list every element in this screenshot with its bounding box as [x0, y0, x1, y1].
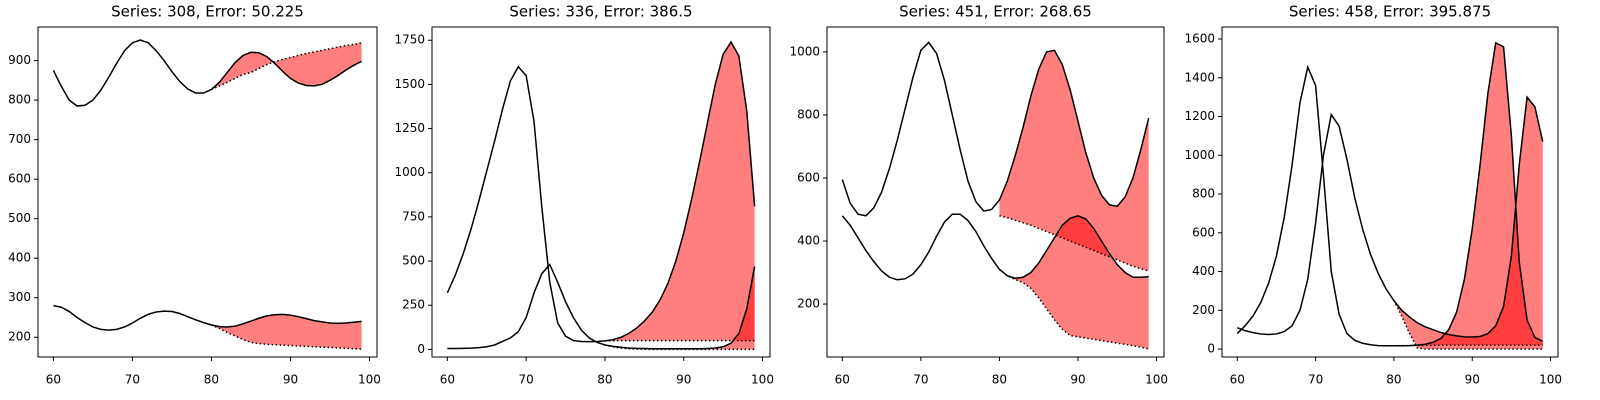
y-tick-label: 250	[402, 298, 425, 312]
y-tick-label: 1500	[394, 77, 425, 91]
subplot: Series: 336, Error: 386.560 70 80 90 1000250…	[394, 3, 774, 387]
subplot-title: Series: 451, Error: 268.65	[899, 3, 1092, 21]
forecast-line	[211, 42, 362, 91]
series-line	[1236, 41, 1544, 347]
y-tick-label: 700	[8, 132, 31, 146]
y-tick-label: 0	[417, 342, 425, 356]
subplot-title: Series: 336, Error: 386.5	[509, 3, 692, 21]
series-line	[841, 213, 1149, 281]
error-area	[604, 266, 755, 350]
forecast-line	[211, 324, 362, 350]
subplot: Series: 308, Error: 50.225 60 70 80 90 100 200…	[8, 3, 381, 387]
y-tick-label: 800	[797, 107, 820, 121]
x-tick-label: 90	[283, 373, 298, 387]
series-line	[52, 39, 362, 107]
y-tick-label: 500	[402, 254, 425, 268]
forecast-line	[998, 268, 1149, 350]
y-tick-label: 600	[1192, 225, 1215, 239]
y-tick-label: 900	[8, 53, 31, 67]
error-area	[604, 42, 755, 341]
y-tick-label: 1200	[1184, 109, 1215, 123]
y-tick-label: 400	[797, 234, 820, 248]
y-tick-label: 200	[797, 297, 820, 311]
series-line	[446, 40, 756, 343]
x-tick-label: 80	[597, 373, 612, 387]
x-tick-label: 80	[1386, 373, 1401, 387]
x-tick-label: 70	[125, 373, 140, 387]
error-area	[1393, 97, 1543, 350]
y-tick-label: 1600	[1184, 32, 1215, 46]
x-tick-label: 90	[1070, 373, 1085, 387]
forecast-line	[999, 215, 1149, 272]
x-tick-label: 100	[1539, 373, 1562, 387]
y-tick-label: 400	[8, 251, 31, 265]
y-tick-label: 0	[1207, 342, 1215, 356]
y-tick-label: 200	[1192, 303, 1215, 317]
axes-frame	[1221, 26, 1559, 358]
x-tick-label: 60	[440, 373, 455, 387]
y-tick-label: 600	[797, 170, 820, 184]
y-tick-label: 1000	[1184, 148, 1215, 162]
x-tick-label: 70	[913, 373, 928, 387]
y-tick-label: 750	[402, 209, 425, 223]
x-tick-label: 90	[676, 373, 691, 387]
plot-area	[1236, 41, 1544, 350]
y-tick-label: 200	[8, 330, 31, 344]
y-tick-label: 1000	[789, 44, 820, 58]
forecast-line	[1393, 344, 1543, 347]
x-tick-label: 60	[1230, 373, 1245, 387]
error-area	[999, 50, 1149, 271]
error-area	[211, 42, 362, 90]
x-tick-label: 90	[1465, 373, 1480, 387]
axes-frame	[37, 26, 378, 358]
x-tick-label: 60	[46, 373, 61, 387]
subplot: Series: 451, Error: 268.65 60 70 80 90 100 200…	[789, 3, 1168, 387]
y-tick-label: 300	[8, 290, 31, 304]
y-tick-label: 800	[1192, 187, 1215, 201]
y-tick-label: 400	[1192, 264, 1215, 278]
x-tick-label: 70	[1308, 373, 1323, 387]
forecast-line	[604, 344, 755, 351]
error-area	[211, 314, 362, 350]
y-tick-label: 1250	[394, 121, 425, 135]
x-tick-label: 60	[835, 373, 850, 387]
x-tick-label: 100	[1145, 373, 1168, 387]
series-line	[53, 304, 362, 331]
plot-area	[446, 40, 756, 351]
plot-area	[52, 39, 362, 350]
series-line	[1237, 95, 1544, 338]
y-tick-label: 1750	[394, 33, 425, 47]
x-tick-label: 100	[358, 373, 381, 387]
series-line	[447, 263, 756, 350]
y-tick-label: 1000	[394, 165, 425, 179]
plot-area	[841, 41, 1150, 350]
x-tick-label: 100	[751, 373, 774, 387]
y-tick-label: 1400	[1184, 70, 1215, 84]
y-tick-label: 500	[8, 211, 31, 225]
error-area	[1393, 42, 1543, 346]
axes-frame	[431, 26, 771, 358]
axes-frame	[826, 26, 1165, 358]
x-tick-label: 70	[519, 373, 534, 387]
x-tick-label: 80	[204, 373, 219, 387]
subplot-title: Series: 308, Error: 50.225	[111, 3, 304, 21]
x-tick-label: 80	[992, 373, 1007, 387]
error-area	[999, 215, 1149, 349]
y-tick-label: 600	[8, 172, 31, 186]
subplot-title: Series: 458, Error: 395.875	[1289, 3, 1491, 21]
series-line	[841, 41, 1150, 217]
y-tick-label: 800	[8, 93, 31, 107]
